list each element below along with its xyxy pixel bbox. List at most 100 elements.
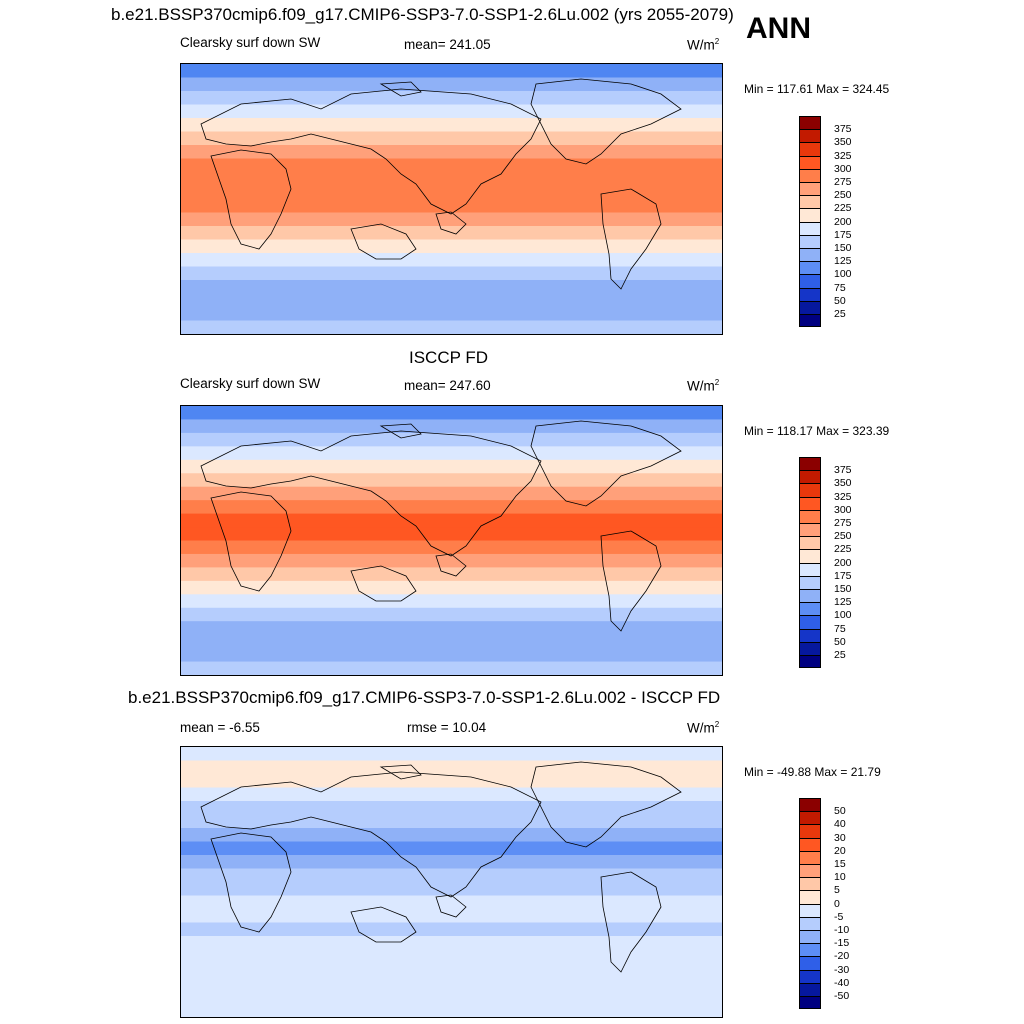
map-band	[181, 199, 722, 214]
colorbar-swatch	[799, 549, 821, 563]
map-band	[181, 118, 722, 133]
colorbar-tick-label: -10	[834, 924, 850, 936]
panel-1-colorbar: 375 350 325 300 275 250 225 200 175 150 125 100 75 50…	[799, 116, 852, 328]
coastline	[379, 81, 422, 97]
coastline	[530, 420, 682, 507]
colorbar-swatch	[799, 287, 821, 301]
map-band	[181, 787, 722, 802]
colorbar-tick-label: 100	[834, 268, 852, 281]
colorbar-swatch	[799, 903, 821, 917]
colorbar-tick-label: -5	[834, 910, 844, 923]
colorbar-tick-label: 250	[834, 530, 852, 543]
coastline	[350, 565, 417, 602]
colorbar-swatch	[799, 655, 821, 669]
colorbar-tick-label: 5	[834, 884, 840, 897]
season-label: ANN	[746, 12, 811, 45]
panel-3-units: W/m2	[687, 720, 720, 736]
colorbar-swatch	[799, 142, 821, 156]
coastline	[210, 149, 292, 250]
colorbar-swatch	[799, 536, 821, 550]
colorbar-swatch	[799, 589, 821, 603]
colorbar-tick-label: 125	[834, 596, 852, 609]
colorbar-swatch	[799, 116, 821, 130]
map-band	[181, 527, 722, 542]
colorbar-swatch	[799, 155, 821, 169]
coastline	[530, 761, 682, 848]
map-band	[181, 540, 722, 555]
map-field	[181, 64, 722, 334]
map-band	[181, 828, 722, 843]
map-band	[181, 293, 722, 308]
colorbar-tick-label: 0	[834, 897, 840, 910]
colorbar-swatch	[799, 837, 821, 851]
colorbar-swatch	[799, 234, 821, 248]
map-band	[181, 459, 722, 474]
colorbar-swatch	[799, 916, 821, 930]
colorbar-swatch	[799, 195, 821, 209]
colorbar-tick-label: -20	[834, 950, 850, 963]
colorbar-swatch	[799, 930, 821, 944]
map-band	[181, 406, 722, 421]
colorbar-tick-label: 50	[834, 294, 846, 307]
panel-1-mean-label: mean= 241.05	[404, 37, 491, 52]
colorbar-swatch	[799, 877, 821, 891]
colorbar-swatch	[799, 996, 821, 1010]
colorbar-tick-label: 225	[834, 543, 852, 556]
coastline	[600, 530, 662, 632]
map-band	[181, 801, 722, 816]
coastline-group	[200, 761, 682, 973]
coastline	[350, 906, 417, 943]
coastline	[200, 88, 542, 215]
coastline	[379, 423, 422, 439]
colorbar-tick-label: 300	[834, 503, 852, 516]
coastline-group	[200, 78, 682, 290]
map-band	[181, 922, 722, 937]
colorbar-swatch	[799, 628, 821, 642]
colorbar-swatch	[799, 824, 821, 838]
panel-2-colorbar: 375 350 325 300 275 250 225 200 175 150 125 100 75 50…	[799, 457, 852, 669]
map-band	[181, 307, 722, 322]
panel-3-title: b.e21.BSSP370cmip6.f09_g17.CMIP6-SSP3-7.…	[128, 688, 721, 707]
colorbar-swatch	[799, 798, 821, 812]
map-band	[181, 648, 722, 663]
map-band	[181, 91, 722, 106]
colorbar-tick-label: 50	[834, 805, 846, 818]
colorbar-tick-label: 225	[834, 202, 852, 215]
map-band	[181, 553, 722, 568]
colorbar-tick-label: 15	[834, 858, 846, 870]
map-band	[181, 760, 722, 775]
colorbar-swatch	[799, 221, 821, 235]
colorbar-tick-label: 40	[834, 818, 846, 831]
panel-1-map	[180, 63, 723, 335]
colorbar-swatch	[799, 602, 821, 616]
map-band	[181, 936, 722, 951]
map-band	[181, 473, 722, 488]
colorbar-swatch	[799, 470, 821, 484]
colorbar-swatch	[799, 248, 821, 262]
coastline	[600, 871, 662, 973]
colorbar-swatch	[799, 615, 821, 629]
map-field	[181, 406, 722, 675]
panel-3-rmse-label: rmse = 10.04	[407, 720, 487, 735]
colorbar-swatch	[799, 641, 821, 655]
colorbar-swatch	[799, 890, 821, 904]
map-band	[181, 909, 722, 924]
coastline	[530, 78, 682, 165]
colorbar-tick-label: 375	[834, 464, 852, 477]
coastline	[600, 188, 662, 290]
colorbar-swatch	[799, 457, 821, 471]
colorbar-swatch	[799, 314, 821, 328]
coastline	[435, 894, 467, 918]
map-band	[181, 432, 722, 447]
panel-2-units: W/m2	[687, 378, 720, 394]
colorbar-swatch	[799, 956, 821, 970]
colorbar-tick-label: 325	[834, 149, 852, 162]
colorbar-swatch	[799, 483, 821, 497]
panel-3-mean-label: mean = -6.55	[180, 720, 260, 735]
map-band	[181, 661, 722, 675]
colorbar-swatch	[799, 168, 821, 182]
panel-3-minmax: Min = -49.88 Max = 21.79	[744, 765, 881, 779]
colorbar-swatch	[799, 523, 821, 537]
colorbar-swatch	[799, 496, 821, 510]
panel-1-minmax: Min = 117.61 Max = 324.45	[744, 82, 890, 96]
